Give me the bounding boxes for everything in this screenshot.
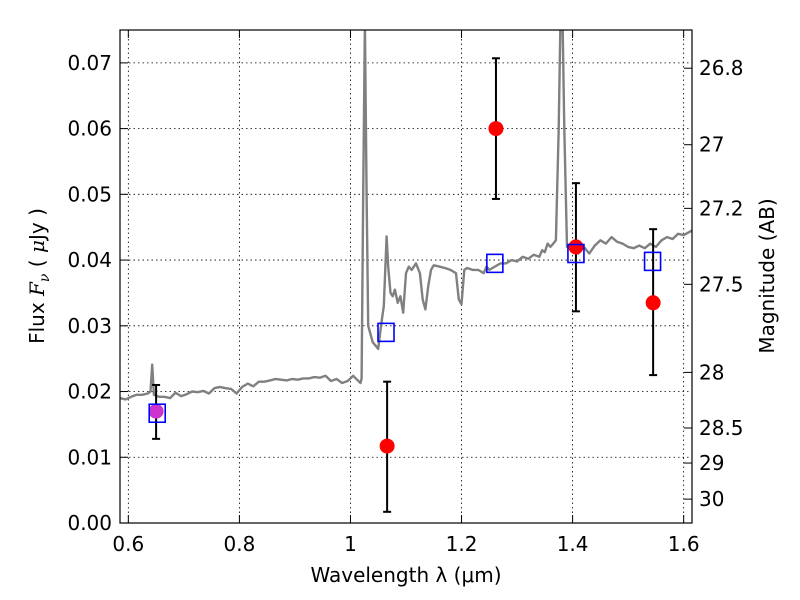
y2-tick-label: 26.8 [699, 56, 744, 80]
ticks: 0.6 0.8 1 1.2 1.4 1.6 0.00 0.01 0.02 0.03 0.04 0.05… [67, 30, 744, 556]
y-axis-title: Flux Fν ( μJy ) [25, 208, 53, 344]
x-axis-title: Wavelength λ (μm) [310, 563, 501, 587]
y-tick-label: 0.03 [67, 314, 112, 338]
y-axis-title-unit: Jy ) [25, 208, 49, 242]
model-square-marker [377, 322, 395, 343]
y2-axis-title-text: Magnitude (AB) [755, 198, 779, 353]
axes-frame [119, 29, 693, 524]
y2-tick-label: 28.5 [699, 416, 744, 440]
x-tick-label: 1.6 [668, 532, 700, 556]
x-axis-title-text: Wavelength λ (μm) [310, 563, 501, 587]
y2-tick-label: 27 [699, 133, 724, 157]
y-axis-title-symbol: F [25, 281, 49, 297]
y2-tick-label: 29 [699, 451, 724, 475]
y-axis-title-unit-symbol: μ [25, 240, 49, 253]
y-axis-title-prefix: Flux [25, 296, 49, 344]
observed-point [148, 403, 164, 419]
y2-tick-label: 30 [699, 487, 724, 511]
x-tick-label: 1.2 [446, 532, 478, 556]
y-tick-label: 0.02 [67, 380, 112, 404]
x-tick-label: 0.8 [223, 532, 255, 556]
y2-tick-label: 27.5 [699, 272, 744, 296]
observed-point [645, 295, 661, 311]
y-tick-label: 0.04 [67, 248, 112, 272]
model-square-marker [486, 253, 504, 274]
y-axis-title-subscript: ν [37, 273, 53, 282]
model-square-marker [567, 243, 585, 264]
x-tick-label: 1 [344, 532, 357, 556]
y-axis-title-mid: ( [25, 253, 49, 274]
y-tick-label: 0.07 [67, 51, 112, 75]
y2-tick-label: 28 [699, 360, 724, 384]
x-tick-label: 0.6 [112, 532, 144, 556]
y-tick-label: 0.00 [67, 511, 112, 535]
y-tick-label: 0.01 [67, 445, 112, 469]
y-tick-label: 0.06 [67, 117, 112, 141]
model-square-marker [148, 403, 167, 424]
observed-point [379, 438, 395, 454]
model-square-marker [643, 251, 662, 272]
y2-axis-title: Magnitude (AB) [755, 198, 779, 353]
x-tick-label: 1.4 [557, 532, 589, 556]
y-tick-label: 0.05 [67, 182, 112, 206]
grid [120, 30, 692, 524]
observed-point [488, 121, 504, 137]
observed-point [568, 239, 584, 255]
y2-tick-label: 27.2 [699, 196, 744, 220]
plot-area [120, 30, 692, 513]
